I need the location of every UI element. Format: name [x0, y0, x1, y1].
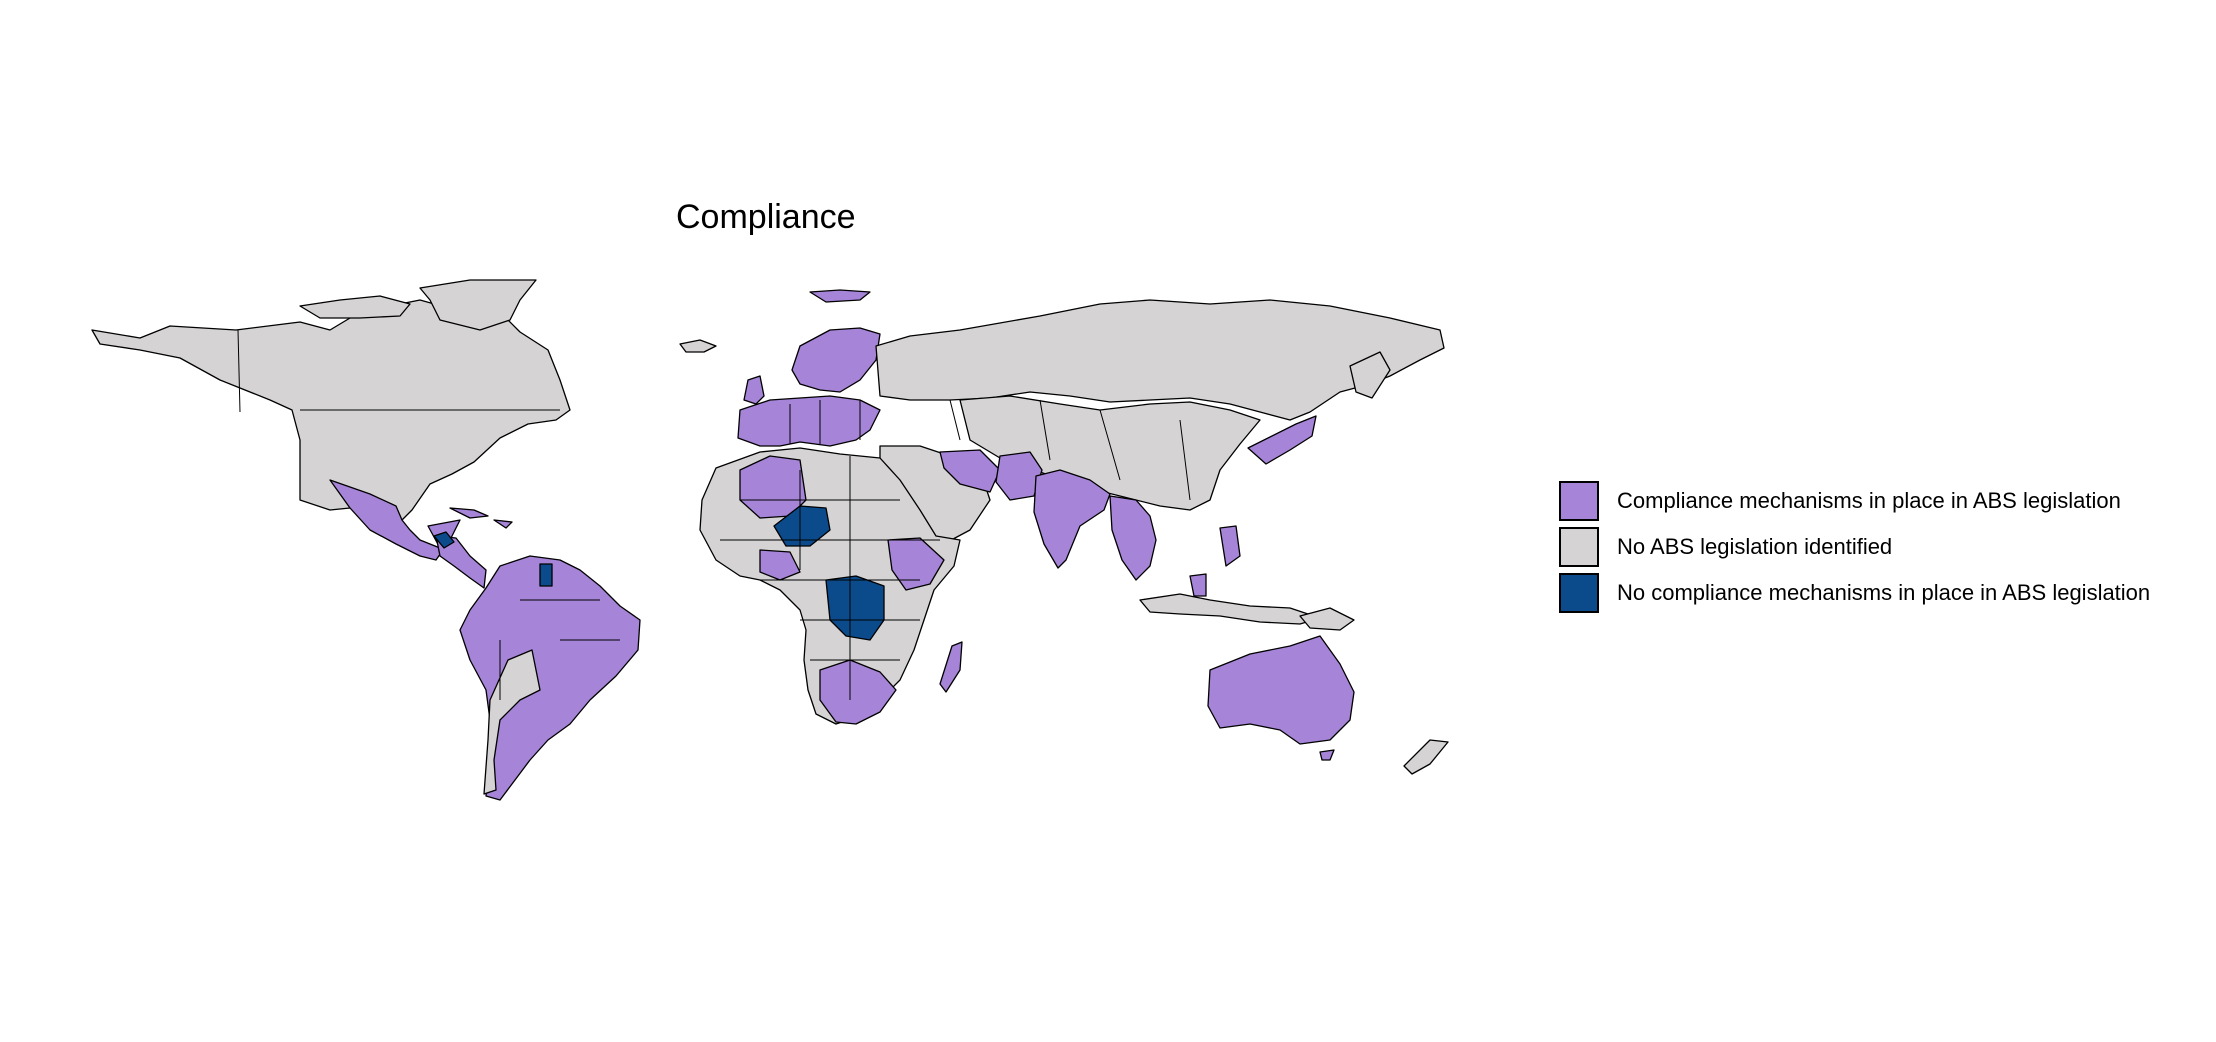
legend-label-compliance: Compliance mechanisms in place in ABS le…	[1617, 488, 2121, 513]
region-afghanistan-pakistan	[995, 451, 1043, 501]
legend-swatch-compliance	[1559, 481, 1599, 521]
map-title: Compliance	[676, 198, 856, 236]
legend-label-no-legislation: No ABS legislation identified	[1617, 534, 1893, 559]
region-uk	[743, 375, 765, 405]
region-iran	[939, 449, 1001, 493]
region-south-america	[459, 555, 641, 801]
region-guyana-no-compliance	[539, 563, 553, 587]
region-west-africa-compliance	[759, 549, 801, 581]
region-japan-korea	[1247, 415, 1317, 465]
region-scandinavia	[791, 327, 881, 393]
region-tasmania	[1319, 749, 1335, 761]
region-drc-no-compliance	[825, 575, 885, 641]
region-east-africa-compliance	[887, 537, 945, 591]
region-madagascar	[939, 641, 963, 693]
region-papua	[1299, 607, 1355, 631]
region-central-america	[435, 535, 487, 589]
region-kamchatka	[1349, 351, 1391, 399]
world-map	[91, 279, 1449, 801]
legend-item-no-compliance: No compliance mechanisms in place in ABS…	[1559, 570, 2150, 616]
country-borders-africa	[720, 456, 940, 700]
region-greenland	[419, 279, 537, 331]
region-mexico	[329, 479, 461, 561]
legend-swatch-no-compliance	[1559, 573, 1599, 613]
legend-item-no-legislation: No ABS legislation identified	[1559, 524, 2150, 570]
country-borders-eurasia	[789, 399, 1191, 501]
region-arctic-islands	[299, 295, 411, 319]
country-borders-americas	[237, 329, 620, 700]
region-iceland	[679, 339, 717, 353]
region-southern-cone-none	[483, 649, 541, 795]
legend-label-no-compliance: No compliance mechanisms in place in ABS…	[1617, 580, 2151, 605]
region-new-zealand	[1403, 739, 1449, 775]
region-europe	[737, 395, 881, 447]
legend-swatch-no-legislation	[1559, 527, 1599, 567]
region-caribbean	[449, 507, 513, 529]
region-southern-africa-compliance	[819, 659, 897, 725]
region-central-america-no-compliance	[433, 531, 455, 549]
region-svalbard	[809, 289, 871, 303]
region-indonesia	[1139, 593, 1321, 625]
region-australia	[1207, 635, 1355, 745]
region-southeast-asia	[1109, 495, 1157, 581]
legend: Compliance mechanisms in place in ABS le…	[1559, 478, 2150, 616]
legend-item-compliance: Compliance mechanisms in place in ABS le…	[1559, 478, 2150, 524]
region-india	[1033, 469, 1111, 569]
region-philippines-malaysia	[1189, 525, 1241, 597]
